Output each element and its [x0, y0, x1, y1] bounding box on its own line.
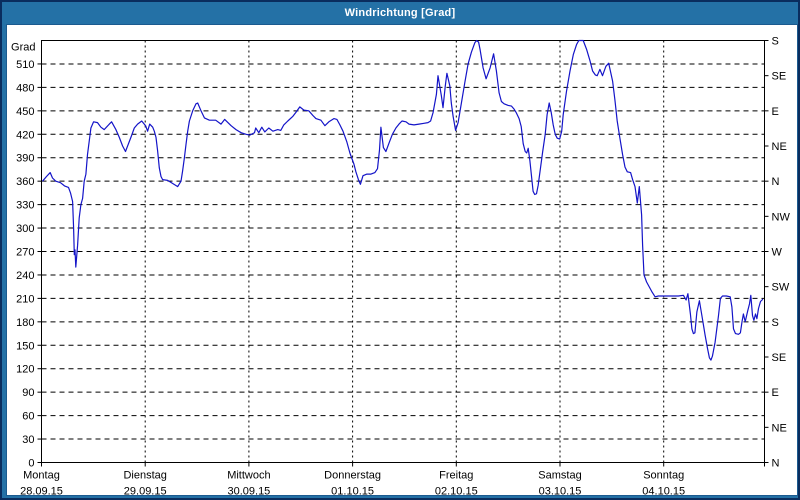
date-label: 29.09.15	[124, 486, 167, 496]
day-label: Freitag	[439, 470, 473, 482]
left-tick-label: 330	[16, 200, 34, 212]
right-tick-label: S	[772, 36, 779, 48]
right-tick-label: SE	[772, 71, 787, 83]
date-label: 02.10.15	[435, 486, 478, 496]
right-tick-label: W	[772, 247, 783, 259]
day-label: Donnerstag	[324, 470, 381, 482]
left-tick-label: 150	[16, 340, 34, 352]
left-tick-label: 300	[16, 223, 34, 235]
right-tick-label: NE	[772, 141, 787, 153]
right-tick-label: N	[772, 176, 780, 188]
date-label: 03.10.15	[539, 486, 582, 496]
right-tick-label: N	[772, 458, 780, 470]
day-label: Montag	[23, 470, 60, 482]
left-tick-label: 60	[22, 411, 34, 423]
left-tick-label: 420	[16, 129, 34, 141]
right-tick-label: S	[772, 317, 779, 329]
right-tick-label: NE	[772, 422, 787, 434]
left-tick-label: 390	[16, 153, 34, 165]
right-tick-label: E	[772, 106, 779, 118]
date-label: 04.10.15	[642, 486, 685, 496]
right-tick-label: SE	[772, 352, 787, 364]
left-tick-label: 270	[16, 247, 34, 259]
chart-panel: 0 30 60 90 120 150 180 210 240 270 300 330 360 390 420…	[6, 24, 798, 498]
day-label: Dienstag	[123, 470, 166, 482]
left-tick-label: 510	[16, 59, 34, 71]
date-label: 01.10.15	[331, 486, 374, 496]
date-label: 28.09.15	[20, 486, 63, 496]
left-tick-label: 30	[22, 434, 34, 446]
left-tick-label: 360	[16, 176, 34, 188]
title-bar: Windrichtung [Grad]	[2, 2, 798, 23]
left-tick-label: 210	[16, 293, 34, 305]
left-tick-label: 0	[28, 458, 34, 470]
left-tick-label: 240	[16, 270, 34, 282]
window-title: Windrichtung [Grad]	[344, 6, 456, 19]
date-label: 30.09.15	[227, 486, 270, 496]
day-label: Samstag	[538, 470, 581, 482]
left-tick-label: 120	[16, 364, 34, 376]
wind-direction-chart: 0 30 60 90 120 150 180 210 240 270 300 330 360 390 420…	[11, 36, 791, 498]
right-tick-label: E	[772, 387, 779, 399]
right-tick-label: NW	[772, 211, 791, 223]
day-label: Sonntag	[643, 470, 684, 482]
grad-axis-label: Grad	[11, 42, 35, 54]
left-tick-label: 90	[22, 387, 34, 399]
right-tick-label: SW	[772, 282, 790, 294]
left-tick-label: 180	[16, 317, 34, 329]
day-label: Mittwoch	[227, 470, 270, 482]
left-tick-label: 450	[16, 106, 34, 118]
left-tick-label: 480	[16, 82, 34, 94]
wind-direction-line	[42, 39, 764, 361]
